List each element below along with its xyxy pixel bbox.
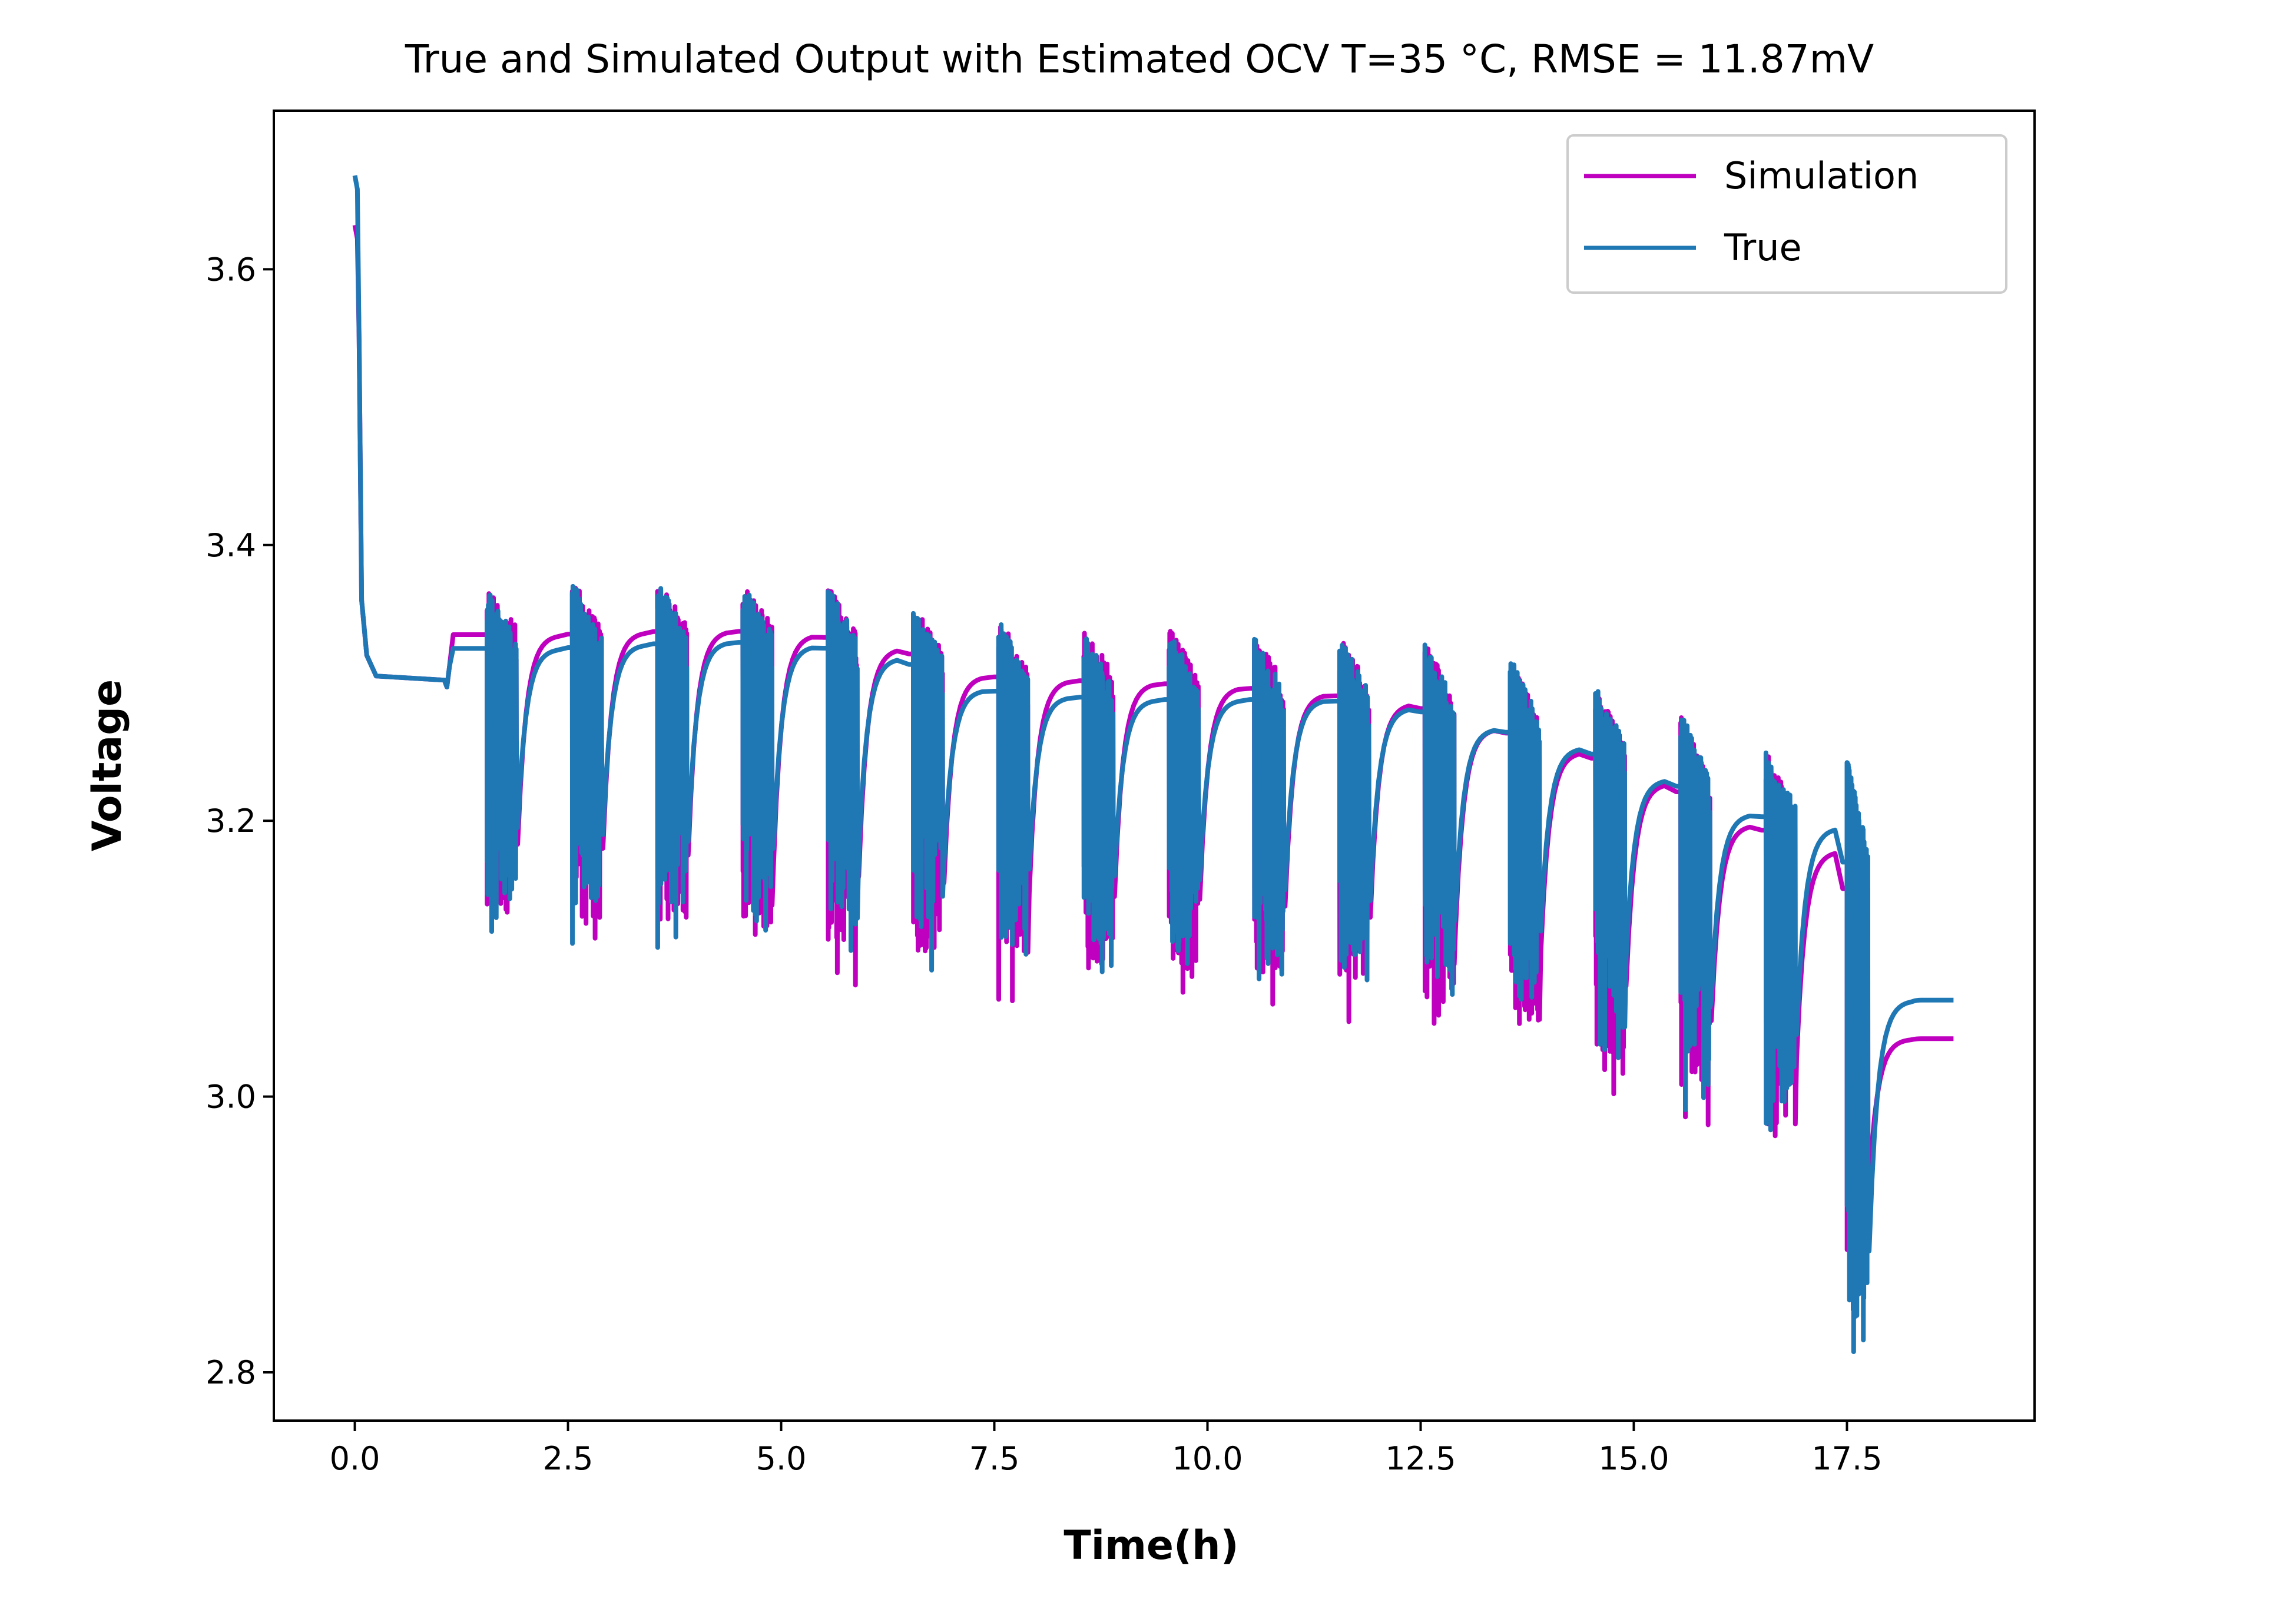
x-tick-label: 15.0 bbox=[1598, 1440, 1669, 1477]
axes-frame bbox=[273, 110, 2036, 1422]
x-tick-label: 7.5 bbox=[969, 1440, 1020, 1477]
y-tick-label: 3.6 bbox=[206, 251, 256, 288]
x-tick-label: 17.5 bbox=[1811, 1440, 1882, 1477]
y-tick-label: 3.2 bbox=[206, 802, 256, 840]
x-axis: 0.0 2.5 5.0 7.5 10.0 12.5 15.0 17.5 bbox=[330, 1421, 1883, 1477]
legend-label-simulation: Simulation bbox=[1724, 154, 1919, 197]
legend: Simulation True bbox=[1566, 134, 2007, 294]
y-tick-label: 3.0 bbox=[206, 1079, 256, 1116]
series-line-true bbox=[352, 175, 1954, 1354]
y-tick-label: 3.4 bbox=[206, 527, 256, 564]
x-tick-label: 0.0 bbox=[330, 1440, 380, 1477]
plot-area bbox=[352, 175, 1954, 1354]
x-tick-label: 5.0 bbox=[756, 1440, 807, 1477]
y-axis: 2.8 3.0 3.2 3.4 3.6 bbox=[206, 251, 274, 1391]
chart-title: True and Simulated Output with Estimated… bbox=[405, 37, 1874, 82]
y-tick-label: 2.8 bbox=[206, 1354, 256, 1391]
x-axis-label: Time(h) bbox=[1063, 1522, 1238, 1569]
x-tick-label: 2.5 bbox=[543, 1440, 594, 1477]
x-tick-label: 10.0 bbox=[1172, 1440, 1243, 1477]
x-tick-label: 12.5 bbox=[1385, 1440, 1456, 1477]
legend-label-true: True bbox=[1724, 226, 1802, 269]
y-axis-label: Voltage bbox=[84, 679, 131, 851]
